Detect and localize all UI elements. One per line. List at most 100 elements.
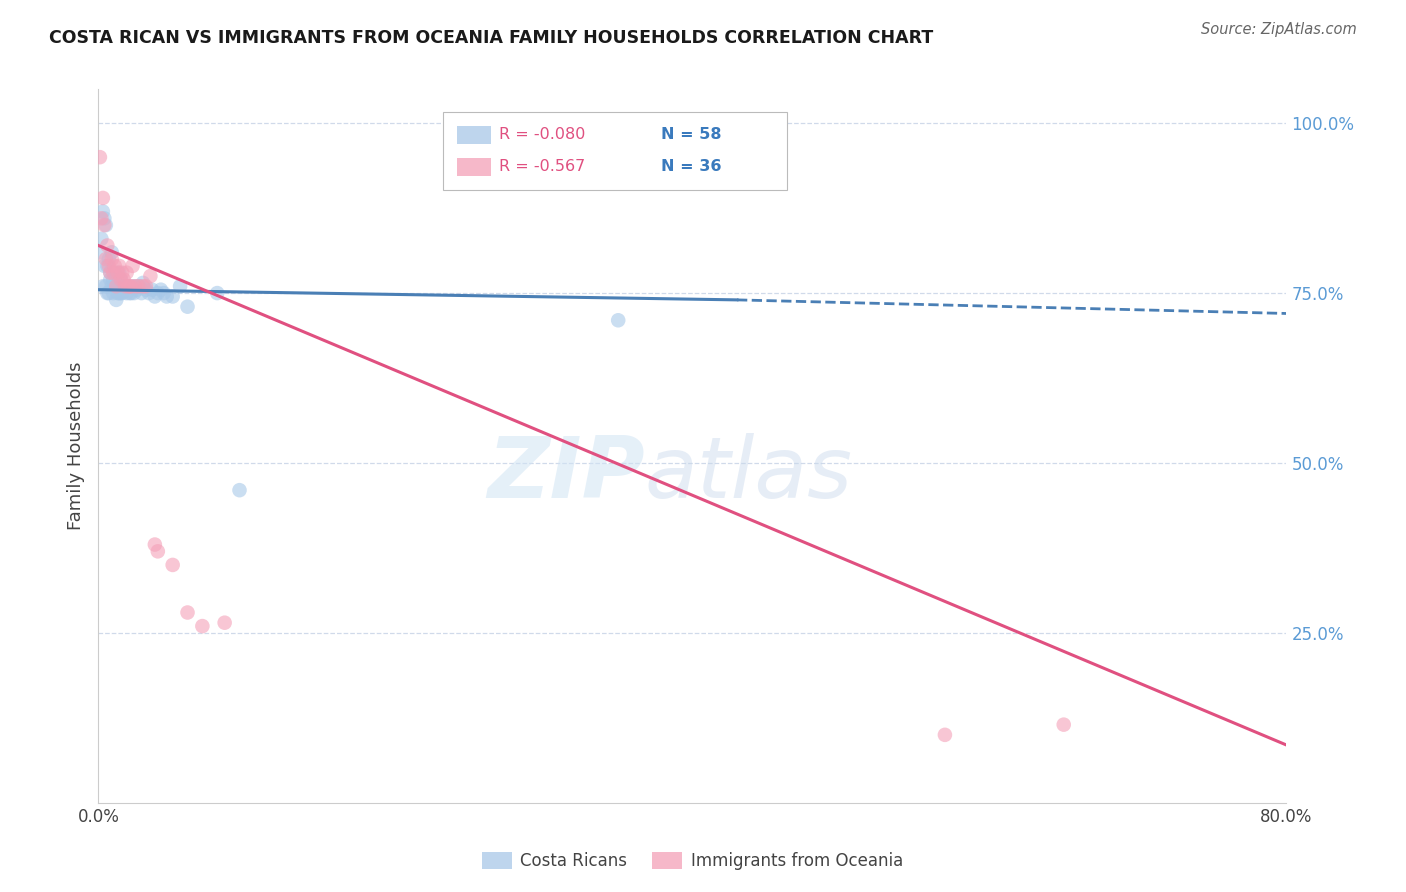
Point	[90, 211, 112, 226]
Point	[94, 279, 117, 293]
Point	[1053, 717, 1076, 731]
Point	[121, 279, 143, 293]
Point	[149, 283, 172, 297]
Point	[107, 286, 129, 301]
Point	[934, 728, 956, 742]
Point	[93, 218, 115, 232]
Point	[91, 204, 114, 219]
Point	[101, 245, 124, 260]
Text: N = 58: N = 58	[661, 128, 721, 142]
Point	[152, 286, 174, 301]
Point	[111, 279, 134, 293]
Point	[143, 289, 166, 303]
Point	[96, 238, 118, 252]
Point	[129, 279, 152, 293]
Point	[191, 619, 214, 633]
Legend: Costa Ricans, Immigrants from Oceania: Costa Ricans, Immigrants from Oceania	[475, 845, 910, 877]
Point	[124, 279, 146, 293]
Point	[114, 279, 136, 293]
Point	[139, 269, 162, 284]
Y-axis label: Family Households: Family Households	[66, 362, 84, 530]
Point	[110, 272, 132, 286]
Point	[124, 279, 146, 293]
Text: ZIP: ZIP	[488, 433, 645, 516]
Point	[115, 286, 138, 301]
Point	[107, 266, 129, 280]
Point	[135, 283, 157, 297]
Point	[128, 279, 150, 293]
Point	[98, 266, 121, 280]
Point	[96, 286, 118, 301]
Point	[141, 283, 163, 297]
Point	[98, 266, 121, 280]
Point	[101, 279, 124, 293]
Point	[89, 245, 111, 260]
Point	[105, 279, 128, 293]
Text: R = -0.080: R = -0.080	[499, 128, 585, 142]
Point	[112, 272, 135, 286]
Point	[97, 259, 120, 273]
Point	[94, 218, 117, 232]
Point	[121, 259, 143, 273]
Point	[94, 252, 117, 266]
Point	[93, 211, 115, 226]
Point	[125, 283, 148, 297]
Point	[112, 279, 135, 293]
Point	[128, 279, 150, 293]
Point	[214, 615, 236, 630]
Text: atlas: atlas	[645, 433, 853, 516]
Point	[120, 286, 142, 301]
Point	[101, 252, 124, 266]
Point	[114, 279, 136, 293]
Point	[111, 286, 134, 301]
Point	[103, 266, 125, 280]
Point	[105, 279, 128, 293]
Point	[103, 286, 125, 301]
Point	[108, 259, 131, 273]
Point	[146, 544, 169, 558]
Point	[97, 252, 120, 266]
Point	[118, 286, 141, 301]
Point	[98, 272, 121, 286]
Point	[104, 279, 127, 293]
Point	[176, 606, 198, 620]
Point	[118, 279, 141, 293]
Point	[169, 279, 191, 293]
Point	[115, 266, 138, 280]
Point	[97, 286, 120, 301]
Point	[96, 259, 118, 273]
Point	[103, 272, 125, 286]
Point	[138, 286, 160, 301]
Text: N = 36: N = 36	[661, 160, 721, 174]
Point	[105, 293, 128, 307]
Point	[120, 279, 142, 293]
Point	[162, 289, 184, 303]
Point	[156, 289, 179, 303]
Point	[108, 266, 131, 280]
Point	[90, 232, 112, 246]
Point	[91, 279, 114, 293]
Point	[607, 313, 630, 327]
Point	[104, 266, 127, 280]
Point	[122, 286, 145, 301]
Text: COSTA RICAN VS IMMIGRANTS FROM OCEANIA FAMILY HOUSEHOLDS CORRELATION CHART: COSTA RICAN VS IMMIGRANTS FROM OCEANIA F…	[49, 29, 934, 46]
Point	[111, 266, 134, 280]
Point	[110, 272, 132, 286]
Point	[93, 259, 115, 273]
Point	[207, 286, 229, 301]
Point	[132, 276, 155, 290]
Point	[104, 259, 127, 273]
Point	[132, 279, 155, 293]
Point	[162, 558, 184, 572]
Point	[108, 286, 131, 301]
Point	[146, 286, 169, 301]
Point	[228, 483, 250, 498]
Point	[117, 279, 139, 293]
Point	[135, 279, 157, 293]
Text: R = -0.567: R = -0.567	[499, 160, 585, 174]
Point	[107, 279, 129, 293]
Point	[131, 286, 153, 301]
Text: Source: ZipAtlas.com: Source: ZipAtlas.com	[1201, 22, 1357, 37]
Point	[89, 150, 111, 164]
Point	[110, 286, 132, 301]
